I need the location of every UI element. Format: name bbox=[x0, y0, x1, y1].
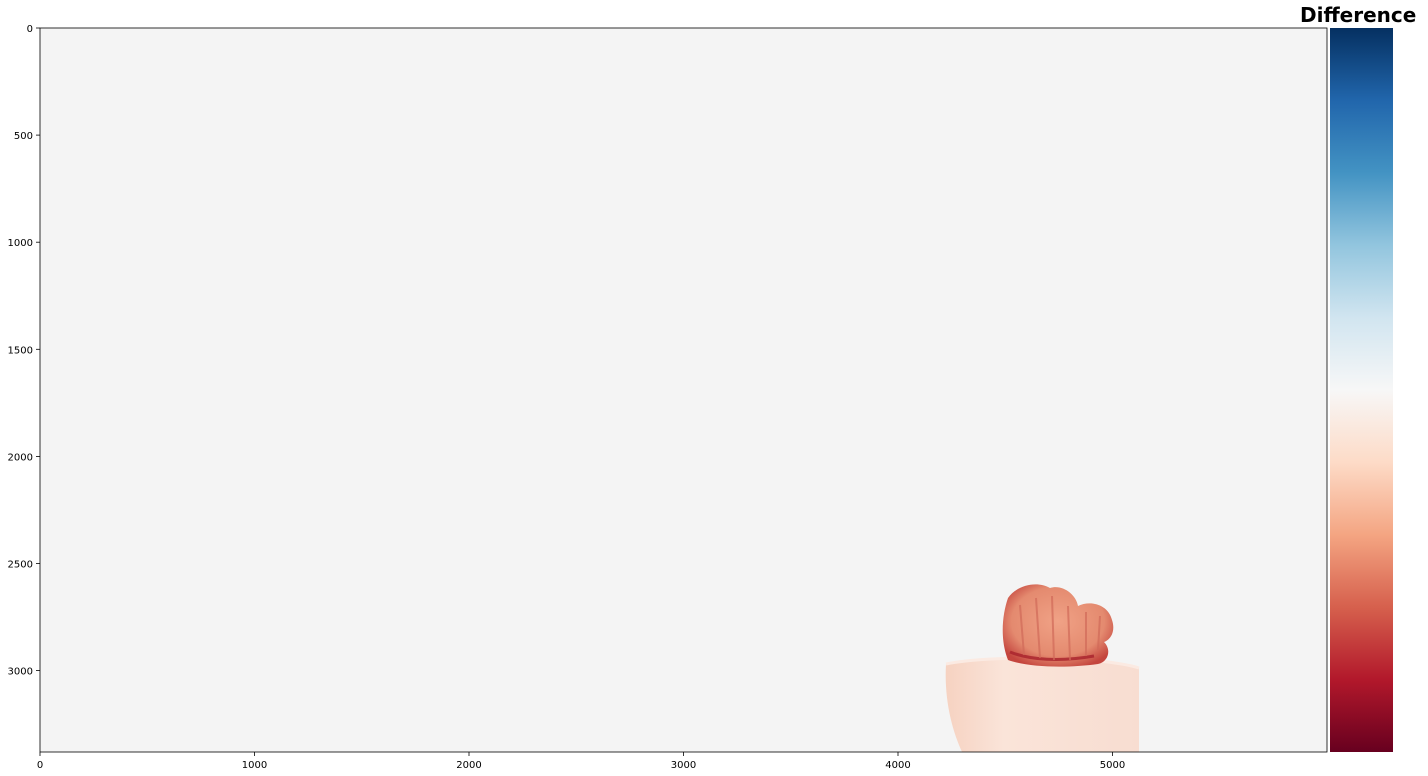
x-tick-label: 4000 bbox=[885, 760, 910, 771]
y-tick-label: 1500 bbox=[8, 345, 33, 356]
x-tick-label: 1000 bbox=[242, 760, 267, 771]
y-tick-label: 500 bbox=[14, 131, 33, 142]
y-tick-label: 2500 bbox=[8, 560, 33, 571]
heatmap-background bbox=[40, 28, 1327, 752]
y-axis: 0 500 1000 1500 2000 2500 3000 bbox=[8, 24, 40, 678]
y-tick-label: 0 bbox=[27, 24, 33, 35]
pot-region bbox=[945, 656, 1140, 752]
cactus-region bbox=[1002, 584, 1114, 667]
y-tick-label: 1000 bbox=[8, 238, 33, 249]
x-tick-label: 5000 bbox=[1100, 760, 1125, 771]
y-tick-label: 2000 bbox=[8, 452, 33, 463]
x-tick-label: 2000 bbox=[456, 760, 481, 771]
chart-title: Difference bbox=[1300, 3, 1417, 27]
colorbar bbox=[1330, 28, 1393, 752]
y-tick-label: 3000 bbox=[8, 667, 33, 678]
x-tick-label: 3000 bbox=[671, 760, 696, 771]
x-axis: 0 1000 2000 3000 4000 5000 bbox=[37, 752, 1125, 771]
x-tick-label: 0 bbox=[37, 760, 43, 771]
